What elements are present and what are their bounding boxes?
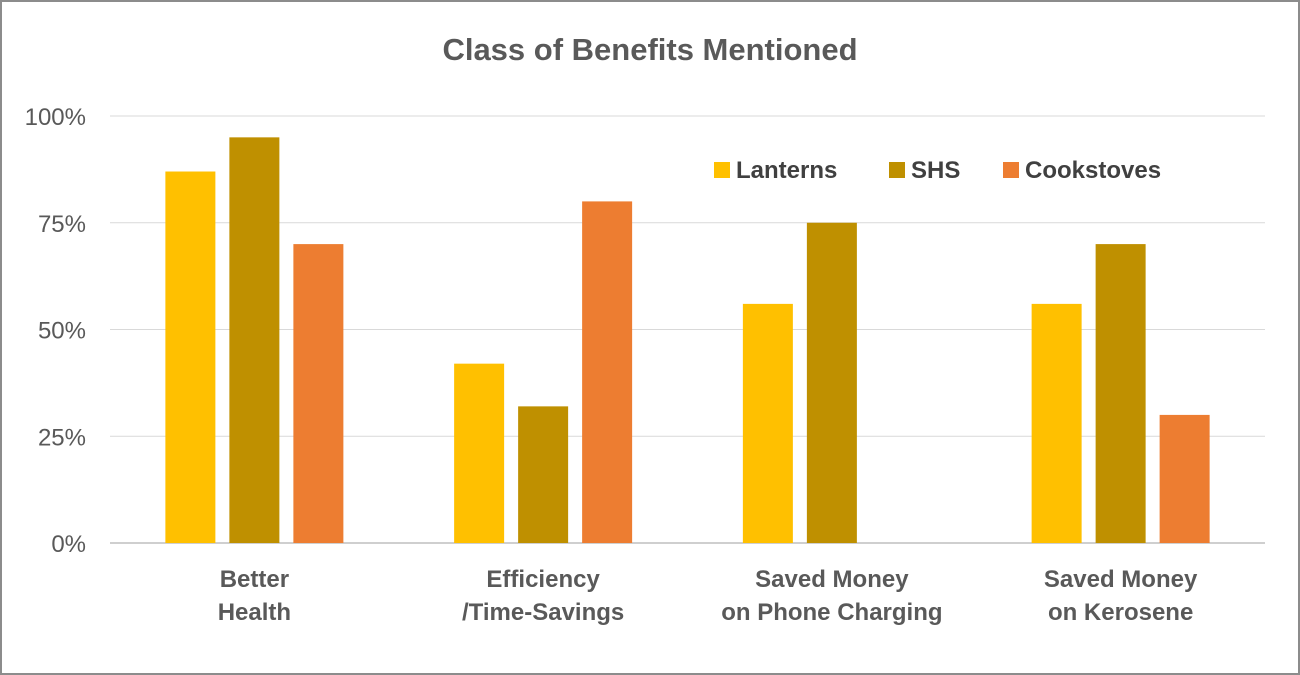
axes: 0% 25% 50% 75% 100% Better Health Efficiency/Ti… bbox=[25, 104, 1198, 626]
x-tick-label: Saved Money bbox=[755, 566, 909, 593]
x-tick-label: Health bbox=[218, 599, 291, 626]
chart-title: Class of Benefits Mentioned bbox=[442, 32, 857, 67]
y-tick-label: 0% bbox=[51, 531, 86, 558]
bar-shs-2 bbox=[806, 222, 857, 543]
bar-shs-3 bbox=[1095, 244, 1146, 543]
legend-label-cookstoves: Cookstoves bbox=[1025, 157, 1161, 184]
bar-lanterns-2 bbox=[742, 303, 793, 543]
bars bbox=[165, 137, 1210, 543]
x-tick-label: Efficiency bbox=[486, 566, 600, 593]
y-tick-label: 100% bbox=[25, 104, 86, 131]
x-tick-label: on Phone Charging bbox=[721, 599, 942, 626]
y-tick-label: 75% bbox=[38, 211, 86, 238]
bar-cookstoves-1 bbox=[582, 201, 633, 543]
bar-lanterns-1 bbox=[454, 363, 505, 543]
y-tick-label: 25% bbox=[38, 424, 86, 451]
bar-lanterns-0 bbox=[165, 171, 216, 543]
x-tick-label: Saved Money bbox=[1044, 566, 1198, 593]
legend-swatch-shs bbox=[889, 162, 905, 178]
legend-swatch-lanterns bbox=[714, 162, 730, 178]
bar-shs-0 bbox=[229, 137, 280, 543]
legend-label-lanterns: Lanterns bbox=[736, 157, 837, 184]
bar-lanterns-3 bbox=[1031, 303, 1082, 543]
legend: Lanterns SHS Cookstoves bbox=[714, 157, 1161, 184]
x-tick-label: on Kerosene bbox=[1048, 599, 1193, 626]
x-tick-label: /Time-Savings bbox=[462, 599, 624, 626]
y-tick-label: 50% bbox=[38, 318, 86, 345]
bar-shs-1 bbox=[518, 406, 569, 543]
bar-cookstoves-3 bbox=[1159, 414, 1210, 543]
legend-swatch-cookstoves bbox=[1003, 162, 1019, 178]
x-tick-label: Better bbox=[220, 566, 289, 593]
bar-cookstoves-0 bbox=[293, 244, 344, 543]
legend-label-shs: SHS bbox=[911, 157, 960, 184]
